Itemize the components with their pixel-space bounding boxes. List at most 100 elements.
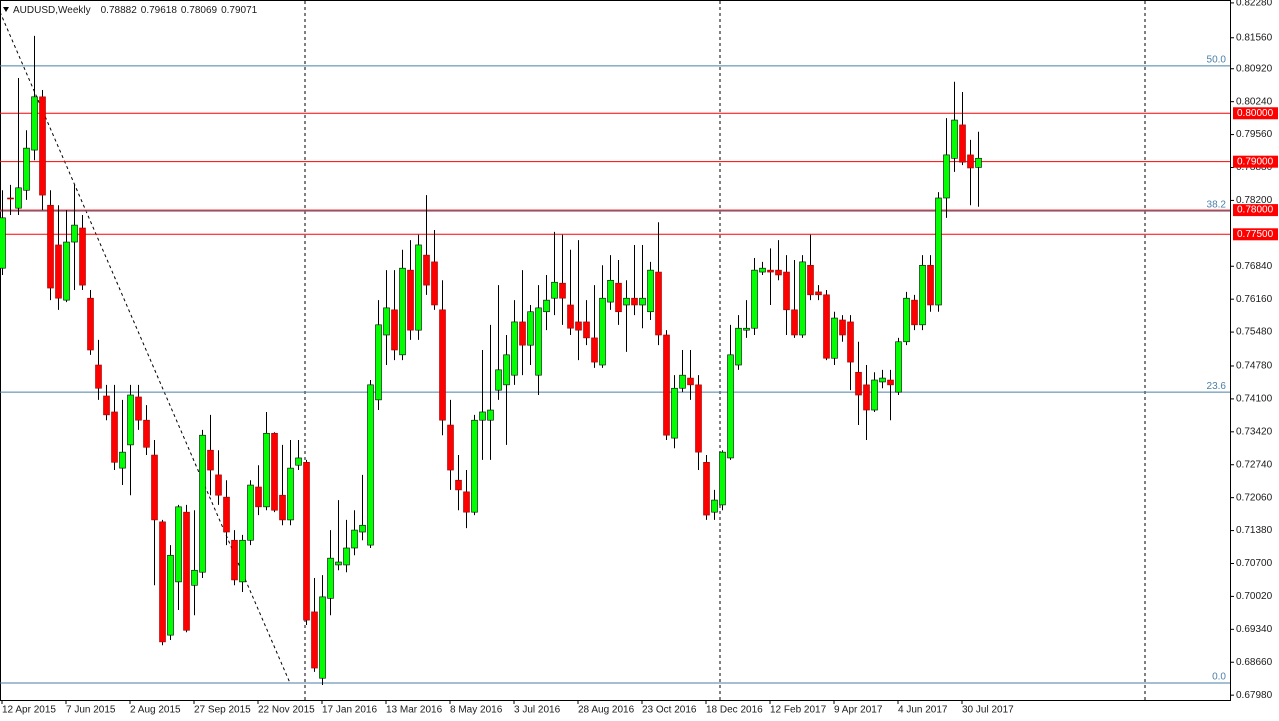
- candle-body: [847, 321, 854, 363]
- candle-body: [543, 299, 550, 313]
- price-level-tag: [1233, 204, 1278, 217]
- candle-body: [607, 279, 614, 303]
- candle-body: [727, 354, 734, 459]
- candle-body: [23, 147, 30, 191]
- candle-body: [903, 297, 910, 343]
- candle-body: [551, 281, 558, 299]
- candle-body: [447, 424, 454, 471]
- price-level-tag: [1233, 107, 1278, 120]
- candle-body: [191, 569, 198, 586]
- candle-body: [863, 384, 870, 411]
- candle-body: [871, 379, 878, 411]
- candle-body: [215, 474, 222, 496]
- candle-body: [719, 451, 726, 506]
- candle-body: [223, 496, 230, 533]
- candle-body: [151, 454, 158, 521]
- candle-body: [887, 379, 894, 386]
- candle-body: [415, 244, 422, 331]
- header: AUDUSD,Weekly 0.78882 0.79618 0.78069 0.7907…: [13, 5, 258, 16]
- fib-label: 23.6: [1207, 381, 1227, 392]
- plot-frame: [0, 0, 1231, 701]
- candle-body: [239, 539, 246, 583]
- x-tick-label: 9 Apr 2017: [834, 705, 883, 716]
- header-value: 0.79618: [141, 5, 178, 16]
- candle-body: [959, 124, 966, 163]
- candle-body: [255, 486, 262, 508]
- candle-body: [55, 244, 62, 299]
- candle-body: [175, 506, 182, 583]
- candle-body: [63, 241, 70, 301]
- x-tick-label: 22 Nov 2015: [258, 705, 315, 716]
- menu-arrow[interactable]: [3, 7, 9, 12]
- x-tick-label: 23 Oct 2016: [642, 705, 697, 716]
- header-values: 0.78882 0.79618 0.78069 0.79071: [101, 5, 258, 16]
- candle-body: [383, 307, 390, 336]
- candle-body: [839, 319, 846, 336]
- candle-body: [71, 224, 78, 243]
- y-tick-label: 0.76160: [1236, 294, 1273, 305]
- x-tick-label: 4 Jun 2017: [898, 705, 948, 716]
- candle-body: [391, 309, 398, 351]
- y-tick-label: 0.74780: [1236, 361, 1273, 372]
- candle-body: [767, 269, 774, 273]
- price-level-label: 0.80000: [1237, 108, 1274, 119]
- candle-body: [479, 411, 486, 421]
- candle-body: [743, 327, 750, 331]
- candle-body: [367, 384, 374, 546]
- candle-body: [455, 479, 462, 491]
- y-tick-label: 0.74100: [1236, 394, 1273, 405]
- candle-body: [47, 204, 54, 289]
- candle-body: [735, 327, 742, 366]
- candle-body: [639, 297, 646, 306]
- candle-body: [119, 451, 126, 469]
- candle-body: [375, 324, 382, 401]
- candle-body: [823, 294, 830, 359]
- candle-body: [183, 511, 190, 631]
- header-value: 0.78882: [101, 5, 138, 16]
- candle-body: [279, 494, 286, 521]
- candle-body: [815, 291, 822, 296]
- x-tick-label: 27 Sep 2015: [194, 705, 251, 716]
- x-tick-label: 2 Aug 2015: [130, 705, 181, 716]
- candle-body: [535, 307, 542, 376]
- fib-label: 50.0: [1207, 54, 1227, 65]
- candle-body: [599, 297, 606, 366]
- x-tick-label: 3 Jul 2016: [514, 705, 561, 716]
- candle-body: [231, 539, 238, 581]
- candle-body: [15, 187, 22, 209]
- fib-label: 38.2: [1207, 200, 1227, 211]
- x-tick-label: 12 Feb 2017: [770, 705, 827, 716]
- candle-body: [615, 282, 622, 313]
- candle-body: [855, 371, 862, 396]
- candle-body: [423, 254, 430, 286]
- y-tick-label: 0.79560: [1236, 129, 1273, 140]
- candle-body: [359, 524, 366, 533]
- y-tick-label: 0.75480: [1236, 327, 1273, 338]
- candle-body: [199, 434, 206, 573]
- x-tick-label: 17 Jan 2016: [322, 705, 377, 716]
- y-tick-label: 0.70700: [1236, 558, 1273, 569]
- candle-body: [703, 462, 710, 516]
- candle-body: [671, 387, 678, 439]
- candle-body: [103, 395, 110, 416]
- candle-body: [287, 467, 294, 521]
- candle-body: [143, 419, 150, 448]
- candle-body: [167, 554, 174, 636]
- x-tick-label: 30 Jul 2017: [962, 705, 1014, 716]
- header-value: 0.78069: [181, 5, 218, 16]
- candle-body: [967, 154, 974, 169]
- candle-body: [87, 297, 94, 351]
- candle-body: [0, 217, 6, 269]
- candle-body: [303, 462, 310, 621]
- candle-body: [831, 317, 838, 359]
- y-tick-label: 0.69340: [1236, 624, 1273, 635]
- candle-body: [247, 484, 254, 541]
- candle-body: [807, 264, 814, 296]
- candle-body: [407, 269, 414, 331]
- price-level-label: 0.79000: [1237, 156, 1274, 167]
- candle-body: [663, 334, 670, 436]
- candle-body: [31, 96, 38, 151]
- candle-body: [567, 304, 574, 329]
- y-tick-label: 0.72740: [1236, 459, 1273, 470]
